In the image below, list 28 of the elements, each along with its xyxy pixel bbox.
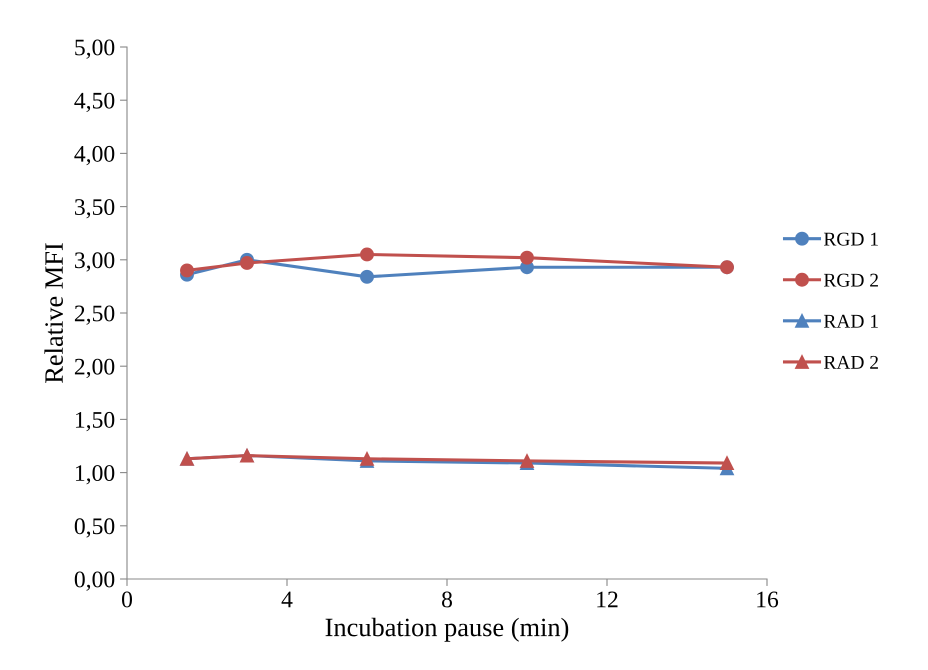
point — [360, 270, 374, 284]
x-tick-label: 8 — [442, 591, 452, 608]
y-tick-label: 3,00 — [75, 252, 114, 272]
y-axis-title: Relative MFI — [44, 243, 63, 383]
y-tick-label: 5,00 — [75, 39, 114, 59]
y-tick-label: 2,50 — [74, 305, 114, 325]
point — [520, 250, 534, 265]
y-tick-label: 1,00 — [76, 465, 114, 484]
x-tick-label: 0 — [122, 591, 132, 608]
point — [360, 248, 374, 262]
y-tick-label: 0,00 — [74, 571, 114, 591]
legend-label: RAD 1 — [824, 314, 878, 328]
point — [180, 263, 194, 278]
x-axis-title: Incubation pause (min) — [326, 618, 568, 642]
legend-label: RAD 2 — [824, 356, 878, 369]
y-tick-label: 1,50 — [76, 412, 114, 432]
y-tick-label: 2,00 — [74, 358, 114, 378]
point — [720, 456, 734, 470]
y-tick-label: 4,00 — [74, 146, 114, 166]
point — [240, 256, 254, 270]
x-tick-label: 4 — [282, 592, 293, 608]
legend-label: RGD 1 — [824, 232, 878, 246]
x-tick-label: 12 — [597, 592, 618, 608]
y-tick-label: 0,50 — [74, 518, 114, 538]
y-tick-label: 3,50 — [75, 199, 114, 218]
legend-label: RGD 2 — [824, 274, 878, 287]
y-tick-label: 4,50 — [74, 92, 114, 112]
x-tick-label: 16 — [757, 592, 778, 608]
